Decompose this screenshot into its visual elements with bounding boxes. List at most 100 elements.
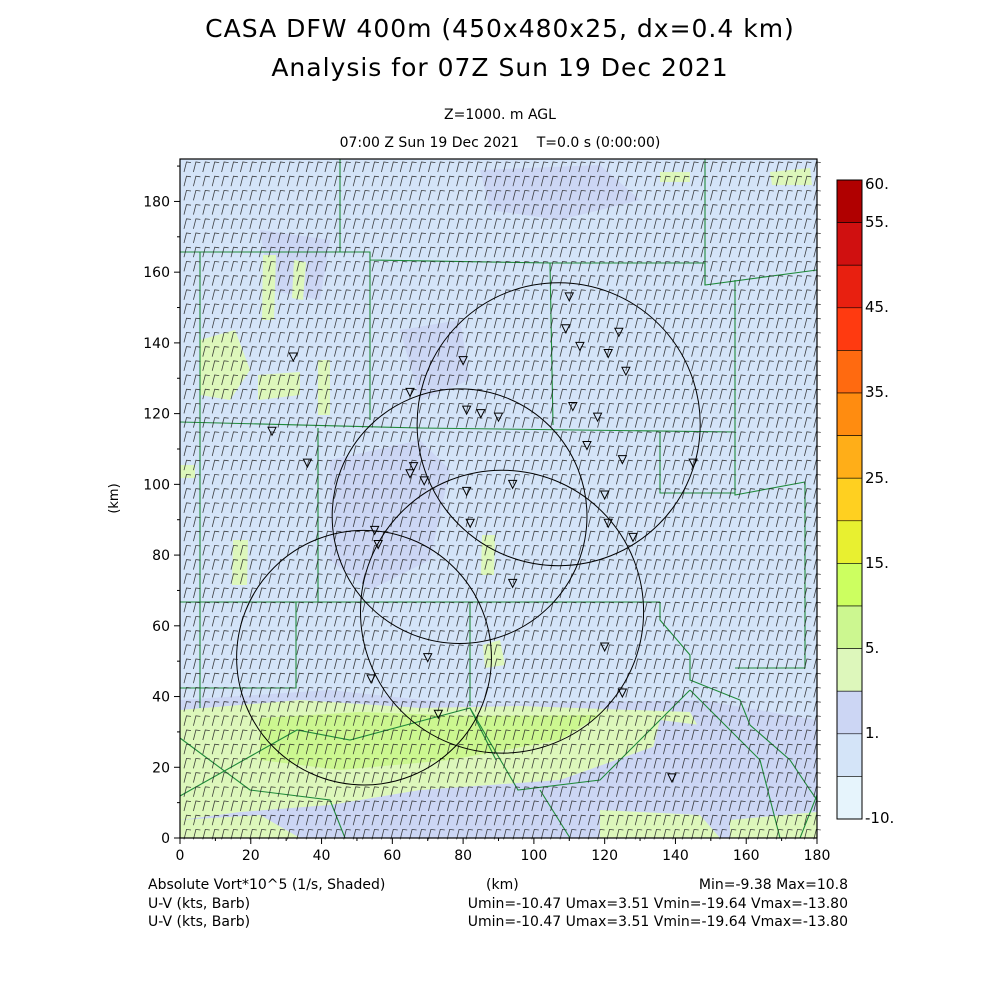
chart-title-line1: CASA DFW 400m (450x480x25, dx=0.4 km) [205, 14, 795, 43]
station-marker [465, 518, 475, 529]
boundary-line [469, 707, 497, 761]
x-tick-label: 180 [804, 848, 831, 864]
station-marker [458, 356, 468, 366]
colorbar-segment [836, 222, 863, 266]
radar-range-circle [331, 388, 588, 644]
y-tick-label: 60 [152, 619, 170, 635]
station-marker [405, 469, 415, 479]
station-marker [493, 412, 504, 423]
vorticity-patch [730, 812, 817, 838]
station-marker [373, 539, 383, 550]
station-marker [366, 674, 376, 684]
colorbar-label: 25. [865, 469, 889, 487]
y-tick-label: 0 [161, 831, 170, 847]
x-tick-label: 80 [454, 848, 472, 864]
y-tick-label: 20 [152, 760, 170, 776]
field-label: Absolute Vort*10^5 (1/s, Shaded) [148, 877, 386, 893]
colorbar-segment [836, 264, 863, 309]
boundary-line [179, 737, 346, 839]
station-marker [621, 366, 631, 377]
station-marker [603, 518, 614, 529]
station-marker [267, 426, 277, 437]
y-tick-label: 100 [143, 477, 170, 493]
colorbar-frame [836, 179, 863, 820]
chart-title-line2: Analysis for 07Z Sun 19 Dec 2021 [271, 53, 729, 82]
colorbar-segment [836, 435, 863, 479]
station-marker [475, 409, 486, 419]
colorbar-label: 60. [865, 175, 889, 193]
station-marker [568, 402, 578, 412]
radar-range-circle [416, 282, 701, 567]
station-marker [461, 405, 472, 416]
y-tick-label: 120 [143, 407, 170, 423]
x-tick-label: 160 [733, 848, 760, 864]
boundary-line [659, 602, 818, 801]
colorbar-segment [836, 605, 863, 649]
vorticity-patch [258, 372, 300, 400]
wind-stats-1: Umin=-10.47 Umax=3.51 Vmin=-19.64 Vmax=-… [467, 896, 848, 912]
station-marker [419, 476, 429, 486]
x-tick-label: 140 [662, 848, 689, 864]
colorbar-label: 55. [865, 213, 889, 231]
colorbar-segment [836, 776, 863, 820]
station-marker [422, 653, 433, 663]
time-label: 07:00 Z Sun 19 Dec 2021 T=0.0 s (0:00:00… [339, 135, 661, 151]
y-tick-label: 180 [143, 194, 170, 210]
y-axis-label: (km) [107, 483, 122, 513]
station-marker [575, 341, 585, 352]
station-marker [369, 525, 380, 536]
station-marker [507, 479, 518, 490]
colorbar-segment [836, 392, 863, 436]
y-tick-label: 40 [152, 690, 170, 706]
station-marker [560, 324, 571, 334]
x-tick-label: 20 [242, 848, 260, 864]
vorticity-patch [400, 320, 470, 400]
colorbar-label: -10. [865, 809, 894, 827]
colorbar-segment [836, 350, 863, 394]
colorbar-label: 1. [865, 724, 879, 742]
station-marker [564, 292, 575, 303]
wind-barbs-grid [183, 161, 821, 840]
wind-label-2: U-V (kts, Barb) [148, 914, 251, 930]
colorbar-label: 45. [865, 298, 889, 316]
vorticity-patch [481, 535, 495, 575]
x-tick-label: 120 [591, 848, 618, 864]
field-minmax: Min=-9.38 Max=10.8 [698, 877, 848, 893]
station-marker [667, 773, 677, 783]
colorbar-segment [836, 477, 863, 522]
wind-label-1: U-V (kts, Barb) [148, 896, 251, 912]
colorbar-segment [836, 179, 863, 223]
x-tick-label: 60 [383, 848, 401, 864]
vorticity-patch [600, 810, 720, 838]
radar-range-circle [359, 469, 645, 754]
station-marker [688, 458, 698, 469]
station-marker [405, 387, 415, 398]
station-marker [433, 709, 444, 720]
x-tick-label: 100 [521, 848, 548, 864]
colorbar-label: 5. [865, 639, 879, 657]
station-marker [614, 327, 624, 338]
colorbar-label: 15. [865, 554, 889, 572]
vorticity-patch [260, 712, 600, 770]
radar-range-circle [236, 529, 492, 786]
vorticity-patch [262, 255, 276, 320]
station-marker [461, 486, 472, 497]
colorbar-segment [836, 648, 863, 692]
boundary-line [659, 432, 735, 494]
colorbar-segment [836, 520, 863, 564]
station-marker [582, 440, 592, 451]
station-marker [599, 642, 610, 653]
vorticity-patch [318, 360, 330, 415]
boundary-line [549, 262, 554, 426]
colorbar-segment [836, 733, 863, 777]
station-marker [507, 578, 518, 589]
x-tick-label: 40 [313, 848, 331, 864]
vorticity-patch [232, 540, 248, 585]
boundary-line [799, 794, 818, 839]
wind-stats-2: Umin=-10.47 Umax=3.51 Vmin=-19.64 Vmax=-… [467, 914, 848, 930]
colorbar-label: 35. [865, 383, 889, 401]
colorbar-segment [836, 563, 863, 607]
vorticity-patch [180, 465, 195, 478]
station-marker [408, 462, 419, 472]
